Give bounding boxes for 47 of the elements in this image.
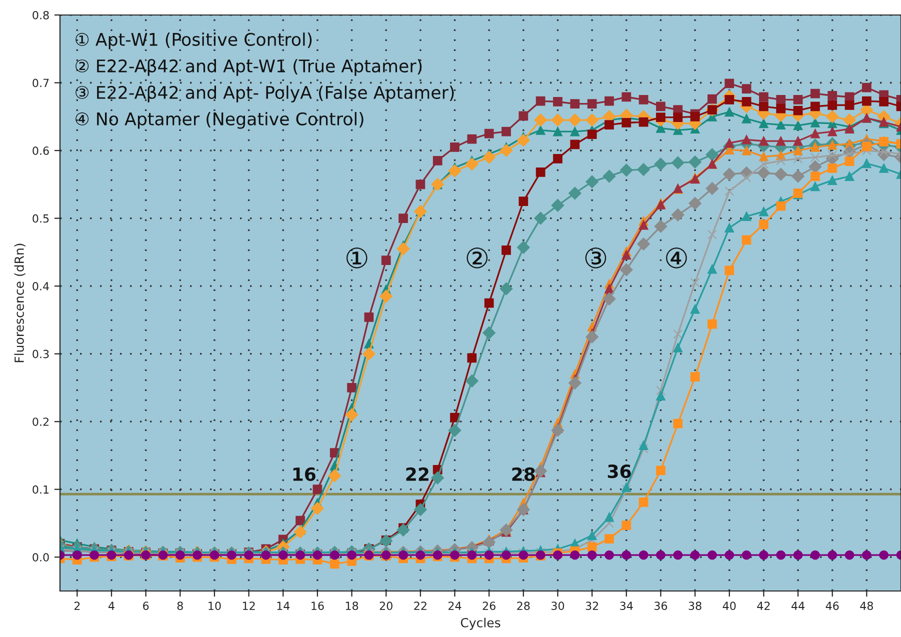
x-tick-label: 46 <box>826 602 839 610</box>
x-axis-title: Cycles <box>460 618 500 630</box>
y-tick-label: 0.6 <box>32 146 49 155</box>
annotation: ② E22-Aβ42 and Apt-W1 (True Aptamer) <box>76 58 422 76</box>
annotation: ④ <box>666 248 687 268</box>
x-tick-label: 24 <box>448 602 462 610</box>
x-tick-label: 8 <box>177 602 183 610</box>
annotation: 22 <box>406 467 428 481</box>
x-tick-label: 14 <box>277 602 290 610</box>
x-tick-label: 32 <box>586 602 598 610</box>
annotation: ③ E22-Aβ42 and Apt- PolyA (False Aptamer) <box>76 85 454 102</box>
y-tick-label: 0.1 <box>32 485 49 494</box>
x-tick-label: 40 <box>722 602 736 610</box>
x-tick-label: 36 <box>654 602 668 610</box>
annotation: ① <box>346 248 368 268</box>
x-tick-label: 28 <box>517 602 530 610</box>
y-tick-label: 0.4 <box>32 282 49 290</box>
x-tick-label: 30 <box>552 602 564 610</box>
x-tick-label: 44 <box>791 602 804 610</box>
annotation: ③ <box>585 248 606 268</box>
annotation: 36 <box>608 464 631 478</box>
annotation: ① Apt-W1 (Positive Control) <box>76 32 312 50</box>
y-tick-label: 0.8 <box>32 10 49 20</box>
annotation: ② <box>466 248 488 268</box>
y-tick-label: 0.7 <box>32 78 49 88</box>
x-tick-label: 34 <box>620 602 633 610</box>
x-tick-label: 38 <box>688 602 702 610</box>
y-tick-label: 0.2 <box>32 418 48 426</box>
annotation: 16 <box>293 467 316 482</box>
x-tick-label: 48 <box>860 602 873 610</box>
x-tick-label: 12 <box>242 602 255 610</box>
x-tick-label: 20 <box>380 602 392 610</box>
y-tick-label: 0.3 <box>32 350 49 358</box>
x-tick-label: 16 <box>312 602 324 610</box>
annotation: ④ No Aptamer (Negative Control) <box>76 112 364 129</box>
x-tick-label: 10 <box>208 602 221 610</box>
y-tick-label: 0.0 <box>32 553 49 562</box>
y-axis-title: Fluorescence (dRn) <box>14 244 26 362</box>
x-tick-label: 18 <box>346 602 358 610</box>
x-tick-label: 26 <box>482 602 496 610</box>
x-tick-label: 2 <box>74 602 80 610</box>
x-tick-label: 42 <box>757 602 770 610</box>
y-tick-label: 0.5 <box>32 214 49 223</box>
x-tick-label: 4 <box>108 602 114 610</box>
x-tick-label: 6 <box>143 602 149 610</box>
x-tick-label: 22 <box>414 602 426 610</box>
annotation: 28 <box>512 467 535 482</box>
